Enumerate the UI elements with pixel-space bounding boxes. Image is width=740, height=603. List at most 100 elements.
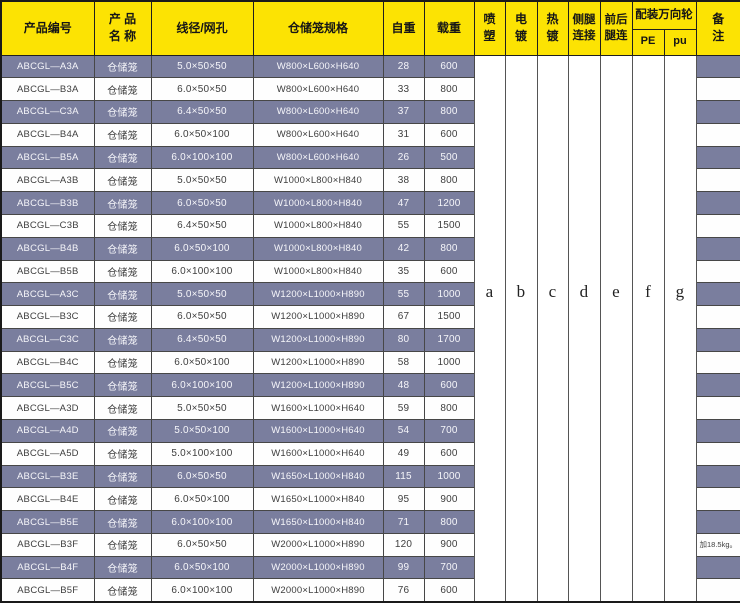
wire-mesh-cell: 6.4×50×50 [150, 213, 254, 238]
col-header-product-name: 产 品 名 称 [93, 0, 152, 56]
product-code-cell: ABCGL—B5A [0, 145, 95, 170]
col-header-front-back-leg-connect: 前后 腿连 [599, 0, 633, 56]
col-header-hot-galvanize: 热 镀 [536, 0, 569, 56]
self-weight-cell: 76 [382, 578, 425, 603]
wire-mesh-cell: 5.0×50×50 [150, 396, 254, 420]
col-header-electroplate: 电 镀 [504, 0, 538, 56]
product-name-cell: 仓储笼 [93, 487, 152, 512]
self-weight-cell: 95 [382, 487, 425, 512]
product-name-cell: 仓储笼 [93, 259, 152, 284]
cage-spec-cell: W2000×L1000×H890 [252, 555, 384, 580]
col-header-side-leg-connect: 侧腿 连接 [567, 0, 601, 56]
product-name-cell: 仓储笼 [93, 305, 152, 329]
cage-spec-cell: W2000×L1000×H890 [252, 578, 384, 603]
product-code-cell: ABCGL—A4D [0, 419, 95, 443]
load-cell: 800 [423, 396, 475, 420]
product-name-cell: 仓储笼 [93, 464, 152, 489]
cage-spec-cell: W800×L600×H640 [252, 145, 384, 170]
cage-spec-cell: W1000×L800×H840 [252, 191, 384, 215]
remark-cell [695, 487, 740, 512]
cage-spec-cell: W1650×L1000×H840 [252, 487, 384, 512]
product-code-cell: ABCGL—B3F [0, 532, 95, 557]
product-name-cell: 仓储笼 [93, 350, 152, 375]
table-row: ABCGL—A3D 仓储笼 5.0×50×50 W1600×L1000×H640 59 8… [0, 396, 740, 420]
self-weight-cell: 48 [382, 373, 425, 398]
letter-column-cell: e [599, 54, 633, 603]
product-code-cell: ABCGL—B4E [0, 487, 95, 512]
letter-label: a [485, 281, 494, 301]
wire-mesh-cell: 6.0×50×100 [150, 487, 254, 512]
table-header: 产品编号 产 品 名 称 线径/网孔 仓储笼规格 自重 载重 喷 塑 电 镀 热… [0, 0, 740, 56]
table-row: ABCGL—B5E 仓储笼 6.0×100×100 W1650×L1000×H840 7… [0, 510, 740, 534]
self-weight-cell: 47 [382, 191, 425, 215]
self-weight-cell: 26 [382, 145, 425, 170]
product-name-cell: 仓储笼 [93, 54, 152, 79]
wire-mesh-cell: 6.0×50×50 [150, 191, 254, 215]
cage-spec-cell: W800×L600×H640 [252, 54, 384, 79]
wire-mesh-cell: 6.0×100×100 [150, 510, 254, 534]
col-header-caster-pe: PE [631, 28, 665, 56]
product-code-cell: ABCGL—A5D [0, 441, 95, 466]
cage-spec-cell: W800×L600×H640 [252, 100, 384, 124]
wire-mesh-cell: 6.4×50×50 [150, 100, 254, 124]
table-row: ABCGL—B5A 仓储笼 6.0×100×100 W800×L600×H640 26 5… [0, 145, 740, 170]
letter-column-cell: g [663, 54, 697, 603]
product-name-cell: 仓储笼 [93, 510, 152, 534]
self-weight-cell: 71 [382, 510, 425, 534]
wire-mesh-cell: 5.0×50×50 [150, 168, 254, 193]
remark-cell [695, 555, 740, 580]
remark-cell [695, 578, 740, 603]
product-name-cell: 仓储笼 [93, 236, 152, 261]
self-weight-cell: 55 [382, 213, 425, 238]
letter-label: c [548, 281, 557, 301]
load-cell: 1000 [423, 350, 475, 375]
cage-spec-cell: W1000×L800×H840 [252, 236, 384, 261]
self-weight-cell: 115 [382, 464, 425, 489]
load-cell: 800 [423, 236, 475, 261]
product-name-cell: 仓储笼 [93, 396, 152, 420]
remark-cell [695, 100, 740, 124]
product-code-cell: ABCGL—B3A [0, 77, 95, 102]
cage-spec-cell: W1600×L1000×H640 [252, 441, 384, 466]
table-row: ABCGL—B3C 仓储笼 6.0×50×50 W1200×L1000×H890 67 1… [0, 305, 740, 329]
product-code-cell: ABCGL—B4C [0, 350, 95, 375]
wire-mesh-cell: 6.0×50×50 [150, 464, 254, 489]
remark-cell [695, 236, 740, 261]
table-row: ABCGL—A3C 仓储笼 5.0×50×50 W1200×L1000×H890 55 1… [0, 282, 740, 307]
wire-mesh-cell: 6.0×100×100 [150, 578, 254, 603]
cage-spec-cell: W1200×L1000×H890 [252, 282, 384, 307]
product-code-cell: ABCGL—A3A [0, 54, 95, 79]
remark-cell [695, 419, 740, 443]
wire-mesh-cell: 5.0×50×50 [150, 282, 254, 307]
product-name-cell: 仓储笼 [93, 282, 152, 307]
load-cell: 800 [423, 510, 475, 534]
self-weight-cell: 99 [382, 555, 425, 580]
wire-mesh-cell: 6.0×50×100 [150, 236, 254, 261]
self-weight-cell: 31 [382, 122, 425, 147]
self-weight-cell: 28 [382, 54, 425, 79]
cage-spec-cell: W1600×L1000×H640 [252, 419, 384, 443]
product-name-cell: 仓储笼 [93, 532, 152, 557]
cage-spec-cell: W1000×L800×H840 [252, 259, 384, 284]
product-code-cell: ABCGL—B5C [0, 373, 95, 398]
cage-spec-cell: W2000×L1000×H890 [252, 532, 384, 557]
product-name-cell: 仓储笼 [93, 168, 152, 193]
load-cell: 800 [423, 168, 475, 193]
remark-cell [695, 464, 740, 489]
col-header-load: 载重 [423, 0, 475, 56]
table-row: ABCGL—A3A 仓储笼 5.0×50×50 W800×L600×H640 28 600… [0, 54, 740, 603]
table-row: ABCGL—B5F 仓储笼 6.0×100×100 W2000×L1000×H890 7… [0, 578, 740, 603]
letter-label: b [516, 281, 526, 301]
letter-column-cell: c [536, 54, 569, 603]
cage-spec-cell: W1200×L1000×H890 [252, 327, 384, 352]
wire-mesh-cell: 6.0×100×100 [150, 259, 254, 284]
self-weight-cell: 37 [382, 100, 425, 124]
load-cell: 600 [423, 578, 475, 603]
load-cell: 600 [423, 54, 475, 79]
cage-spec-cell: W1200×L1000×H890 [252, 350, 384, 375]
cage-spec-cell: W1650×L1000×H840 [252, 510, 384, 534]
col-header-self-weight: 自重 [382, 0, 425, 56]
remark-cell [695, 510, 740, 534]
col-header-spray-plastic: 喷 塑 [473, 0, 506, 56]
